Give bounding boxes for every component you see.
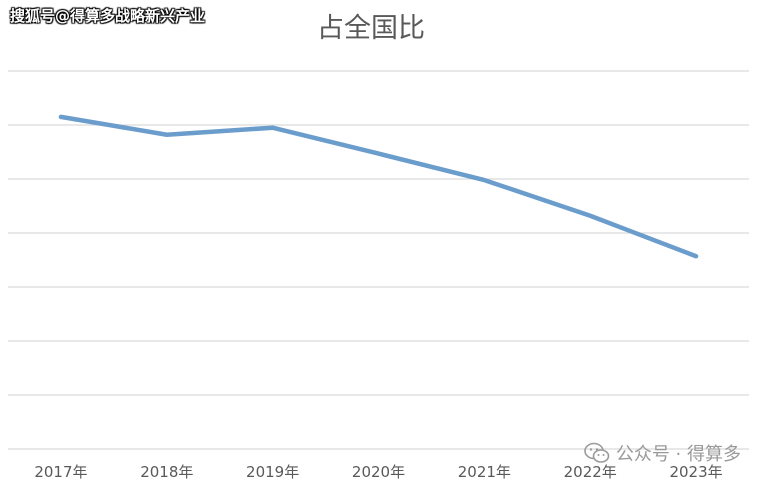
series-line xyxy=(58,114,699,259)
x-tick-label: 2019年 xyxy=(246,463,299,481)
x-tick-label: 2021年 xyxy=(458,463,511,481)
x-tick-label: 2017年 xyxy=(34,463,87,481)
watermark-sohu: 搜狐号@得算多战略新兴产业 xyxy=(10,7,206,25)
watermark-wechat-text: 公众号 · 得算多 xyxy=(615,444,741,465)
x-axis-ticks: 2017年 2018年 2019年 2020年 2021年 2022年 2023年 xyxy=(34,463,722,481)
chart-title: 占全国比 xyxy=(317,13,425,44)
watermark-wechat: 公众号 · 得算多 xyxy=(584,440,741,466)
gridlines xyxy=(8,70,749,450)
wechat-icon xyxy=(584,442,610,463)
x-tick-label: 2022年 xyxy=(564,463,617,481)
x-tick-label: 2023年 xyxy=(669,463,722,481)
series-group xyxy=(58,114,699,259)
x-tick-label: 2018年 xyxy=(140,463,193,481)
x-tick-label: 2020年 xyxy=(352,463,405,481)
